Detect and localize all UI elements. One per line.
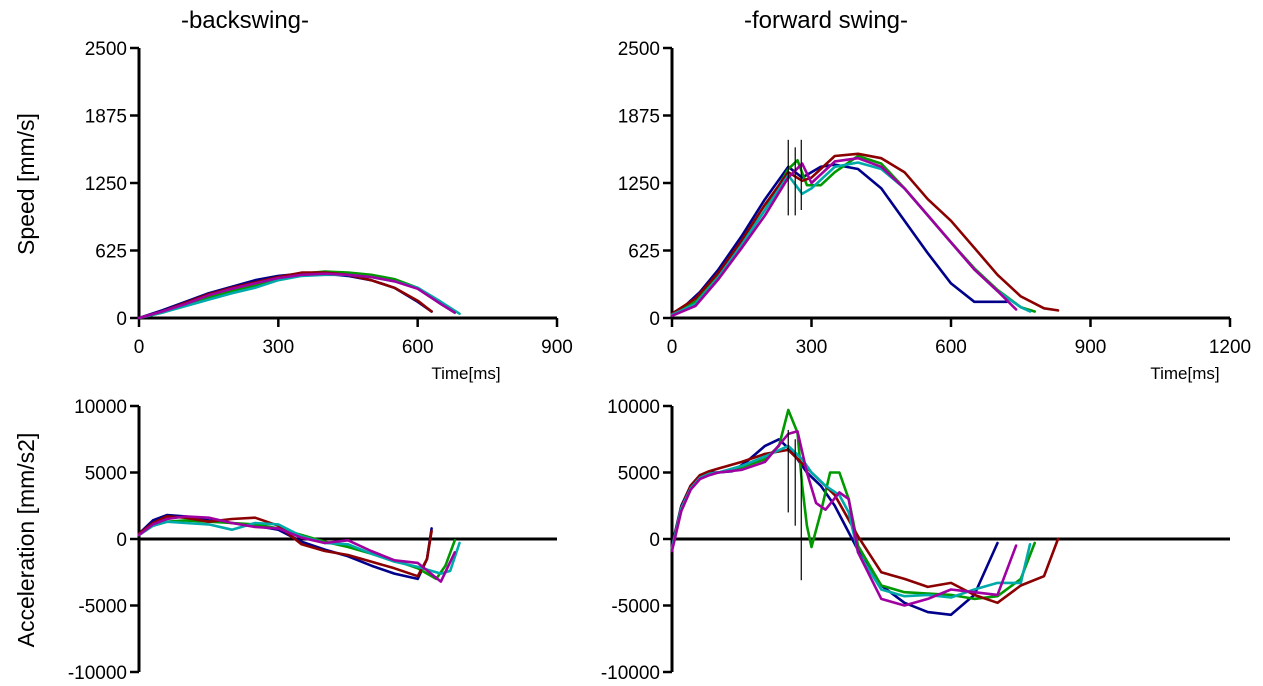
y-tick-label: 5000 bbox=[85, 464, 127, 485]
y-tick-label: -10000 bbox=[601, 663, 660, 684]
y-tick-label: -5000 bbox=[78, 597, 127, 618]
x-axis-label: Time[ms] bbox=[1150, 364, 1219, 383]
speed-row-title: Speed [mm/s] bbox=[13, 113, 39, 255]
acceleration-row-title: Acceleration [mm/s2] bbox=[13, 433, 39, 648]
series-line-5 bbox=[670, 429, 1018, 607]
y-tick-label: 1250 bbox=[85, 174, 127, 195]
acceleration-forward-chart: -10000 -5000 0 5000 10000 bbox=[601, 397, 1230, 684]
series-line-2 bbox=[670, 154, 1036, 317]
y-tick-label: 5000 bbox=[618, 464, 660, 485]
series-line-4 bbox=[670, 161, 1032, 317]
y-tick-label: 0 bbox=[649, 309, 660, 330]
x-tick-label: 600 bbox=[935, 337, 967, 358]
speed-forward-chart: 0 625 1250 1875 2500 0 300 600 900 1200 Time[ms] bbox=[618, 39, 1251, 383]
x-tick-label: 900 bbox=[541, 337, 573, 358]
series-line-3 bbox=[670, 448, 1060, 605]
series-line-3 bbox=[137, 515, 433, 578]
y-tick-label: 625 bbox=[95, 242, 127, 263]
series-line-1 bbox=[670, 163, 1009, 316]
y-tick-label: 10000 bbox=[607, 397, 660, 418]
x-tick-label: 0 bbox=[134, 337, 145, 358]
acceleration-backswing-chart: -10000 -5000 0 5000 10000 bbox=[68, 397, 557, 684]
series-line-1 bbox=[670, 437, 999, 617]
series-line-3 bbox=[670, 152, 1060, 316]
series-line-5 bbox=[137, 515, 457, 583]
y-tick-label: 2500 bbox=[618, 39, 660, 60]
series-line-2 bbox=[137, 519, 457, 581]
series-line-1 bbox=[137, 513, 433, 581]
y-tick-label: 0 bbox=[116, 530, 127, 551]
series-line-4 bbox=[670, 444, 1032, 599]
series-line-4 bbox=[137, 520, 461, 575]
y-tick-label: 1875 bbox=[618, 107, 660, 128]
speed-backswing-chart: 0 625 1250 1875 2500 0 300 600 900 Time[ms] bbox=[85, 39, 573, 383]
x-tick-label: 900 bbox=[1075, 337, 1107, 358]
y-tick-label: -5000 bbox=[611, 597, 660, 618]
y-tick-label: -10000 bbox=[68, 663, 127, 684]
y-tick-label: 0 bbox=[116, 309, 127, 330]
backswing-column-title: -backswing- bbox=[181, 7, 309, 34]
x-axis-label: Time[ms] bbox=[431, 364, 500, 383]
y-tick-label: 2500 bbox=[85, 39, 127, 60]
x-tick-label: 600 bbox=[402, 337, 434, 358]
y-tick-label: 10000 bbox=[74, 397, 127, 418]
x-tick-label: 1200 bbox=[1209, 337, 1251, 358]
x-tick-label: 300 bbox=[796, 337, 828, 358]
forward-swing-column-title: -forward swing- bbox=[744, 7, 908, 34]
series-line-5 bbox=[137, 272, 457, 320]
x-tick-label: 300 bbox=[262, 337, 294, 358]
y-tick-label: 1875 bbox=[85, 107, 127, 128]
y-tick-label: 1250 bbox=[618, 174, 660, 195]
series-line-5 bbox=[670, 156, 1018, 318]
y-tick-label: 0 bbox=[649, 530, 660, 551]
series-line-2 bbox=[670, 408, 1036, 601]
x-tick-label: 0 bbox=[667, 337, 678, 358]
y-tick-label: 625 bbox=[628, 242, 660, 263]
